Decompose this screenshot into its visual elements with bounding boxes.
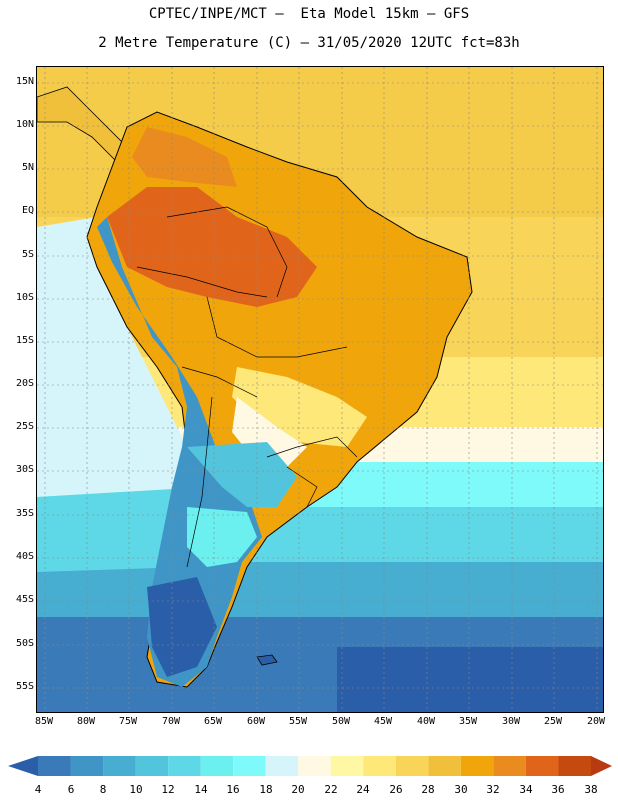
lon-label: 20W <box>586 716 606 727</box>
colorbar-swatch <box>135 756 169 776</box>
colorbar-swatch <box>168 756 201 776</box>
colorbar-label: 10 <box>129 783 143 796</box>
colorbar-label: 28 <box>421 783 435 796</box>
lat-label: 15N <box>15 76 34 87</box>
ocean-band-7 <box>37 562 603 622</box>
lon-label: 75W <box>118 716 138 727</box>
amazon-hot <box>107 187 317 307</box>
country-borders <box>136 206 358 568</box>
colorbar-label: 6 <box>67 783 75 796</box>
lat-label: 30S <box>15 464 34 475</box>
lat-label: 50S <box>15 638 34 649</box>
colorbar-swatch <box>38 756 71 776</box>
colorbar-label: 30 <box>454 783 468 796</box>
ocean-band-9 <box>337 647 603 712</box>
colorbar-swatch <box>460 756 494 776</box>
colorbar-arrow-left <box>8 756 38 776</box>
lon-label: 55W <box>288 716 308 727</box>
patagonia-cold <box>147 577 217 677</box>
colorbar <box>8 756 612 776</box>
border-4 <box>181 366 258 398</box>
lon-label: 35W <box>458 716 478 727</box>
southeast-mild <box>232 367 367 447</box>
pacific-cool <box>37 217 207 497</box>
lat-label: EQ <box>21 205 34 216</box>
colorbar-label: 12 <box>161 783 175 796</box>
lon-label: 65W <box>203 716 223 727</box>
lon-label: 45W <box>373 716 393 727</box>
colorbar-label: 34 <box>519 783 533 796</box>
colorbar-arrow-right <box>591 756 612 776</box>
colorbar-label: 14 <box>194 783 208 796</box>
falkland-islands <box>256 654 278 666</box>
colorbar-swatch <box>265 756 299 776</box>
map-frame <box>36 66 604 713</box>
colorbar-label: 24 <box>356 783 370 796</box>
lat-label: 45S <box>15 594 34 605</box>
colorbar-label: 16 <box>226 783 240 796</box>
lat-label: 40S <box>15 551 34 562</box>
colorbar-swatch <box>558 756 591 776</box>
lat-label: 10S <box>15 292 34 303</box>
colorbar-label: 36 <box>551 783 565 796</box>
temperature-map <box>37 67 603 712</box>
colorbar-swatch <box>233 756 266 776</box>
border-6 <box>266 436 358 458</box>
lat-label: 25S <box>15 421 34 432</box>
border-7 <box>286 466 318 508</box>
lat-label: 5S <box>21 249 34 260</box>
lat-label: 35S <box>15 508 34 519</box>
colorbar-swatch <box>395 756 429 776</box>
lon-label: 25W <box>543 716 563 727</box>
colorbar-label: 32 <box>486 783 500 796</box>
lat-label: 10N <box>15 119 34 130</box>
title-line-2: 2 Metre Temperature (C) – 31/05/2020 12U… <box>98 35 520 51</box>
border-2 <box>136 266 268 298</box>
lon-label: 60W <box>246 716 266 727</box>
lon-label: 40W <box>416 716 436 727</box>
lon-label: 30W <box>501 716 521 727</box>
andes-cold <box>97 217 262 687</box>
border-1 <box>166 206 288 298</box>
lat-label: 20S <box>15 378 34 389</box>
lon-label: 50W <box>331 716 351 727</box>
colorbar-swatch <box>493 756 526 776</box>
colorbar-label: 8 <box>99 783 107 796</box>
argentina-mid <box>187 507 257 567</box>
colorbar-label: 38 <box>584 783 598 796</box>
colorbar-label: 4 <box>34 783 42 796</box>
pampas-cool <box>187 442 297 507</box>
lat-label: 15S <box>15 335 34 346</box>
lat-label: 5N <box>21 162 34 173</box>
title-line-1: CPTEC/INPE/MCT – Eta Model 15km – GFS <box>148 6 470 22</box>
colorbar-swatch <box>70 756 104 776</box>
colorbar-swatch <box>103 756 136 776</box>
colorbar-swatch <box>330 756 364 776</box>
northern-warm <box>132 127 237 187</box>
lat-label: 55S <box>15 681 34 692</box>
colorbar-swatch <box>525 756 559 776</box>
border-5 <box>186 396 213 568</box>
colorbar-label: 20 <box>291 783 305 796</box>
colorbar-swatch <box>298 756 331 776</box>
colorbar-swatch <box>200 756 234 776</box>
colorbar-label: 26 <box>389 783 403 796</box>
colorbar-label: 22 <box>324 783 338 796</box>
lon-label: 80W <box>76 716 96 727</box>
colorbar-swatch <box>363 756 396 776</box>
lon-label: 85W <box>34 716 54 727</box>
gridlines <box>37 67 603 712</box>
colorbar-swatch <box>428 756 461 776</box>
colorbar-label: 18 <box>259 783 273 796</box>
lon-label: 70W <box>161 716 181 727</box>
